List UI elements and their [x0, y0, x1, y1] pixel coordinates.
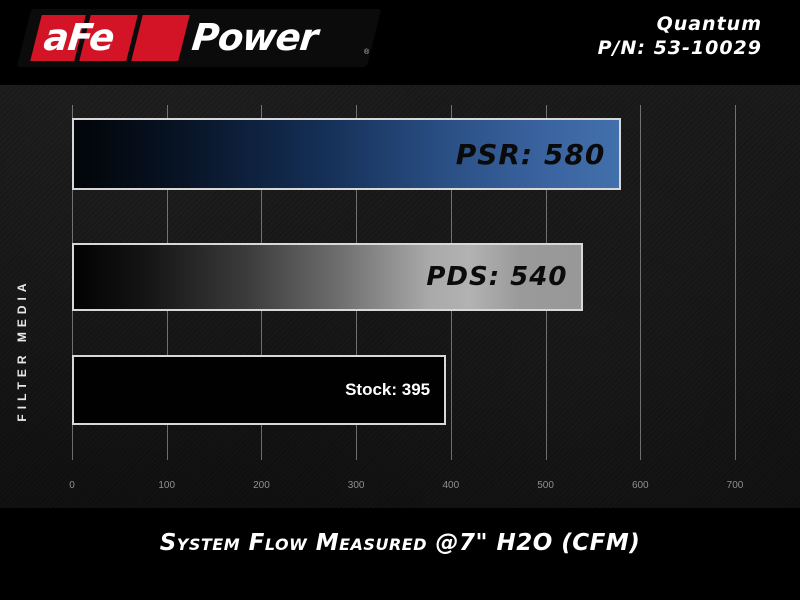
gridline-700: [735, 105, 736, 460]
bar-pds: PDS: 540: [72, 243, 584, 311]
x-tick-label-0: 0: [69, 480, 75, 491]
footer-bar: System Flow Measured @7" H2O (CFM): [0, 508, 800, 600]
bar-label-stock: Stock: 395: [345, 380, 431, 399]
x-tick-label-200: 200: [253, 480, 270, 491]
bar-label-psr: PSR: 580: [455, 137, 606, 171]
part-number: P/N: 53-10029: [597, 37, 762, 59]
x-tick-label-700: 700: [726, 480, 744, 491]
header-bar: aFe Power ® Quantum P/N: 53-10029: [0, 0, 800, 85]
product-info: Quantum P/N: 53-10029: [598, 12, 762, 60]
x-tick-label-600: 600: [631, 480, 649, 491]
bar-stock: Stock: 395: [72, 355, 447, 425]
x-axis-ticks: 0 100 200 300 400 500 600 700: [69, 480, 743, 500]
x-tick-label-100: 100: [158, 480, 176, 491]
logo-text-power: Power: [189, 16, 320, 59]
y-axis-label: FILTER MEDIA: [15, 278, 29, 422]
bar-label-pds: PDS: 540: [426, 262, 568, 292]
registered-trademark-mark: ®: [364, 49, 370, 56]
x-axis-caption: System Flow Measured @7" H2O (CFM): [159, 530, 641, 556]
product-name: Quantum: [656, 13, 762, 35]
gridline-600: [640, 105, 642, 460]
x-tick-label-400: 400: [442, 480, 460, 491]
x-tick-label-500: 500: [537, 480, 554, 491]
plot-region: PSR: 580 PDS: 540 Stock: 395 0 100 200 300 4…: [69, 105, 743, 491]
x-tick-label-300: 300: [347, 480, 365, 491]
logo-text-afe: aFe: [41, 16, 116, 59]
afe-power-logo: aFe Power ®: [16, 9, 382, 67]
chart-area: FILTER MEDIA PSR: 580 PDS: 540 Stock: 39…: [0, 85, 800, 508]
bar-psr: PSR: 580: [72, 118, 622, 190]
